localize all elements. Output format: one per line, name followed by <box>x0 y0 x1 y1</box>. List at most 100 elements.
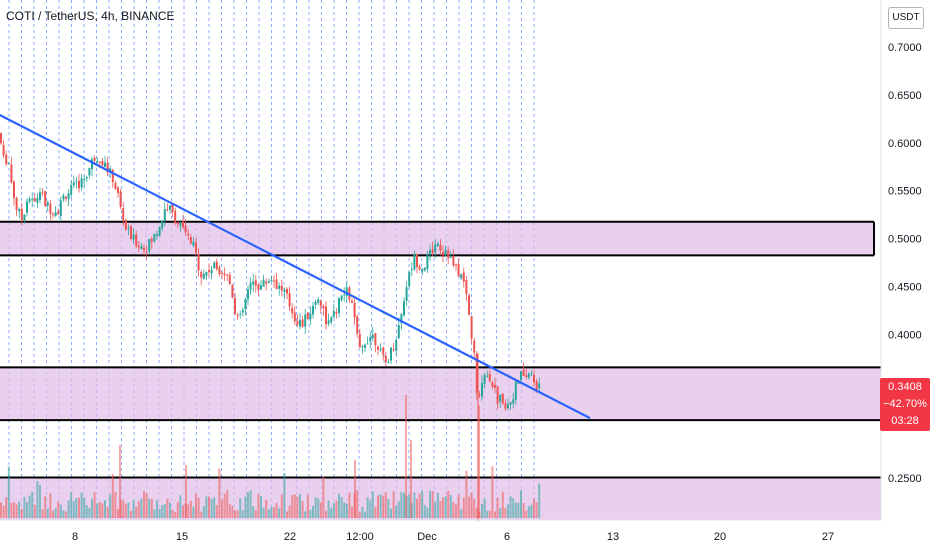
volume-bar <box>150 498 153 518</box>
volume-bar <box>473 498 476 518</box>
candle-body <box>507 404 509 408</box>
volume-bar <box>366 497 369 518</box>
volume-bar <box>452 502 455 518</box>
volume-bar <box>423 505 426 518</box>
volume-bar <box>509 496 512 518</box>
candle-body <box>257 284 260 290</box>
trendline-layer[interactable] <box>0 100 591 420</box>
price-axis[interactable]: 0.7000 0.6500 0.6000 0.5500 0.5000 0.4500 0.40… <box>888 42 922 485</box>
volume-bar <box>109 494 112 518</box>
volume-bar <box>460 509 463 518</box>
volume-bar <box>390 508 392 518</box>
volume-bar <box>457 494 460 518</box>
candle-body <box>135 234 138 246</box>
volume-bar <box>10 502 13 518</box>
candle-body <box>416 254 418 267</box>
candle-body <box>166 209 169 211</box>
candle-body <box>478 394 481 396</box>
volume-bar <box>231 505 234 518</box>
candle-body <box>517 381 520 384</box>
volume-bar <box>148 498 151 518</box>
volume-bar <box>527 506 530 518</box>
volume-bar <box>465 470 468 518</box>
volume-bar <box>72 501 75 518</box>
volume-bar <box>176 502 179 518</box>
candle-body <box>270 280 273 282</box>
candle-body <box>46 202 49 206</box>
candle-body <box>26 201 28 213</box>
candle-body <box>280 285 283 291</box>
candle-body <box>475 353 478 393</box>
candle-body <box>379 348 382 351</box>
candle-body <box>83 179 86 181</box>
currency-button[interactable]: USDT <box>888 7 924 29</box>
candle-body <box>286 288 288 294</box>
volume-bar <box>28 495 31 518</box>
volume-bar <box>158 508 161 518</box>
candle-body <box>390 347 392 361</box>
volume-bar <box>488 510 491 518</box>
volume-bar <box>395 506 398 518</box>
volume-bar <box>491 466 494 518</box>
volume-bar <box>293 494 296 518</box>
volume-bar <box>517 502 520 518</box>
volume-bar <box>117 509 119 518</box>
support-resistance-zones <box>0 220 881 520</box>
volume-bar <box>91 498 93 518</box>
volume-bar <box>382 495 385 518</box>
candle-body <box>153 233 156 242</box>
volume-bar <box>59 504 62 518</box>
candle-body <box>163 209 166 221</box>
candle-body <box>189 237 192 244</box>
volume-bar <box>312 505 314 518</box>
candle-body <box>65 196 67 199</box>
candle-body <box>408 271 411 287</box>
candle-body <box>192 241 195 246</box>
candle-body <box>44 191 47 206</box>
volume-bar <box>31 491 34 518</box>
volume-bar <box>143 490 145 518</box>
volume-bar <box>358 511 361 518</box>
candle-body <box>462 272 465 282</box>
candle-body <box>460 274 463 279</box>
candle-body <box>0 133 2 144</box>
volume-bar <box>197 497 200 518</box>
volume-bar <box>49 493 52 518</box>
candle-body <box>223 273 226 276</box>
candle-body <box>62 195 65 200</box>
volume-bar <box>226 490 229 518</box>
volume-bar <box>187 504 190 518</box>
volume-bar <box>468 496 470 518</box>
candle-body <box>296 321 299 325</box>
candle-body <box>2 144 5 156</box>
candle-body <box>111 169 114 183</box>
volume-bar <box>239 498 242 518</box>
price-tick-label: 0.5500 <box>888 186 922 198</box>
candle-body <box>54 212 57 216</box>
time-axis[interactable]: 8 15 22 12:00 Dec 6 13 20 27 <box>72 531 834 543</box>
candle-body <box>504 403 507 409</box>
volume-bar <box>364 511 366 518</box>
candle-body <box>208 270 210 272</box>
candle-body <box>442 252 444 256</box>
candle-body <box>278 285 281 289</box>
candle-body <box>23 214 26 221</box>
volume-bar <box>319 502 322 518</box>
candle-body <box>322 306 325 308</box>
trendline[interactable] <box>0 100 591 420</box>
time-tick-label: Dec <box>417 531 437 543</box>
candle-body <box>309 313 312 320</box>
volume-bar <box>26 502 28 518</box>
time-tick-label: 6 <box>504 531 510 543</box>
volume-bar <box>345 503 348 518</box>
candle-body <box>275 279 278 289</box>
candle-body <box>520 371 522 381</box>
volume-bar <box>494 511 496 518</box>
candle-body <box>338 298 340 313</box>
volume-bar <box>260 495 262 518</box>
candle-body <box>109 168 112 171</box>
volume-bar <box>379 494 382 518</box>
volume-bar <box>179 495 182 518</box>
candle-body <box>403 301 405 316</box>
